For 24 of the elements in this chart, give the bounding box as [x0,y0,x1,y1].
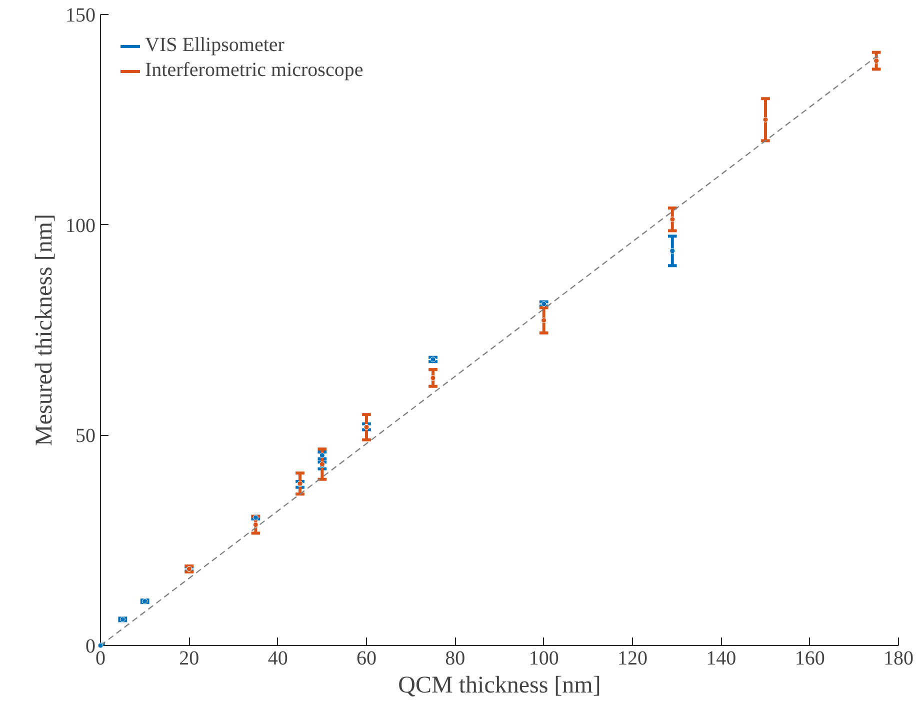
point [98,642,104,648]
point [670,216,676,222]
point [541,318,547,324]
x-tick-label: 100 [528,648,559,670]
point [670,248,676,254]
point [252,522,258,528]
y-tick-label: 50 [76,425,96,448]
x-axis-title: QCM thickness [nm] [398,672,601,698]
x-tick-label: 20 [179,648,200,670]
x-tick-label: 80 [445,648,466,670]
x-tick-label: 160 [794,648,825,670]
y-tick-label: 100 [66,214,96,237]
x-tick-label: 60 [356,648,376,670]
x-tick-label: 180 [884,648,914,670]
x-tick-label: 140 [706,648,736,670]
legend-label: VIS Ellipsometer [145,34,284,57]
point [762,116,768,122]
x-tick-label: 120 [618,648,648,670]
y-axis-title: Mesured thickness [nm] [32,214,58,446]
point [874,58,880,64]
point [430,375,436,381]
x-tick-label: 40 [268,648,288,670]
legend-label: Interferometric microscope [145,59,364,82]
y-tick-label: 150 [66,4,96,26]
